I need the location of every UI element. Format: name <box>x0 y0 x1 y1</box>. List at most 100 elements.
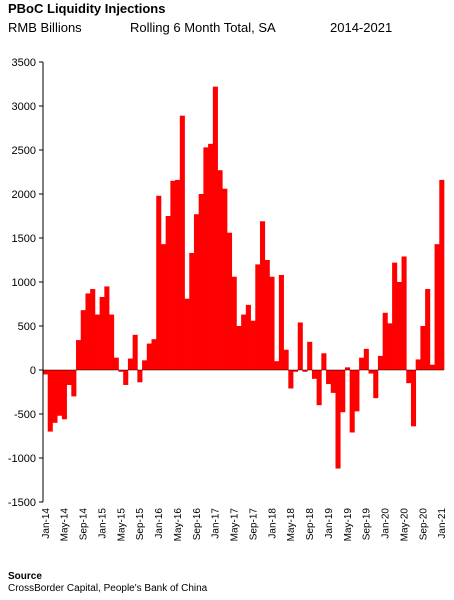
bar <box>288 370 294 389</box>
x-tick-label: May-15 <box>116 508 127 542</box>
bar <box>165 216 171 370</box>
bar <box>208 143 214 370</box>
bar <box>439 179 445 370</box>
bar <box>264 260 270 370</box>
x-tick-label: Sep-17 <box>248 508 259 541</box>
bar <box>226 232 233 370</box>
bar <box>123 370 129 385</box>
source-text: CrossBorder Capital, People's Bank of Ch… <box>8 583 208 594</box>
bar <box>236 326 242 370</box>
bar <box>132 334 138 370</box>
bar <box>359 357 365 370</box>
bar <box>415 359 421 370</box>
x-tick-label: May-19 <box>343 508 354 542</box>
bar <box>392 262 398 370</box>
bar <box>137 370 143 383</box>
bar <box>156 195 162 370</box>
bar <box>203 147 209 370</box>
bar <box>90 289 96 370</box>
x-tick-label: Jan-17 <box>211 508 222 539</box>
x-tick-label: Sep-14 <box>79 508 90 541</box>
y-tick-label: 1000 <box>12 277 36 289</box>
bar <box>80 310 86 370</box>
x-tick-label: Jan-20 <box>381 508 392 539</box>
x-tick-label: Jan-15 <box>97 508 108 539</box>
bar <box>382 312 388 370</box>
bar <box>349 370 355 433</box>
bar <box>406 370 412 384</box>
y-tick-label: 2000 <box>12 189 36 201</box>
bar <box>245 304 251 370</box>
bar <box>401 256 407 370</box>
bar <box>231 276 237 370</box>
x-tick-label: Sep-18 <box>305 508 316 541</box>
bar <box>57 370 63 416</box>
bar <box>250 320 256 370</box>
bar <box>43 370 49 375</box>
bar <box>340 370 346 413</box>
chart-title: PBoC Liquidity Injections <box>8 1 166 16</box>
bar <box>278 274 284 370</box>
bar <box>429 364 435 370</box>
y-tick-label: 2500 <box>12 145 36 157</box>
bar <box>85 293 91 370</box>
bar <box>198 194 204 370</box>
bar <box>344 367 350 370</box>
bar <box>212 86 218 370</box>
bar <box>434 244 440 370</box>
bar <box>99 296 105 370</box>
y-tick-label: -500 <box>14 409 36 421</box>
bar <box>354 370 360 412</box>
bar <box>260 221 266 370</box>
y-tick-label: 3000 <box>12 101 36 113</box>
x-tick-label: May-16 <box>173 508 184 542</box>
x-tick-label: Sep-20 <box>418 508 429 541</box>
series-description: Rolling 6 Month Total, SA <box>130 20 276 35</box>
bar <box>113 357 119 370</box>
bar <box>420 326 426 370</box>
bar <box>47 370 53 432</box>
x-tick-label: May-14 <box>60 508 71 542</box>
bar <box>302 370 308 372</box>
bar-chart: 3500 3000 2500 2000 1500 1000 500 0 -500 -1000 -15… <box>8 57 448 542</box>
bar <box>387 323 393 370</box>
y-tick-label: -1500 <box>8 497 36 509</box>
bar <box>71 370 77 397</box>
y-tick-label: 3500 <box>12 57 36 69</box>
bar <box>142 360 148 370</box>
bar <box>127 358 133 370</box>
bar <box>321 353 327 370</box>
x-tick-label: Sep-16 <box>192 508 203 541</box>
bar <box>410 370 417 427</box>
bar <box>241 314 247 370</box>
x-tick-label: May-18 <box>286 508 297 542</box>
bar <box>160 244 167 370</box>
bar <box>175 179 181 370</box>
bar <box>193 214 200 370</box>
bar <box>76 340 82 370</box>
x-tick-label: Jan-19 <box>324 508 335 539</box>
bar <box>269 276 275 370</box>
source-label: Source <box>8 571 42 582</box>
bar <box>326 370 332 385</box>
y-tick-label: -1000 <box>8 453 36 465</box>
bar <box>184 298 190 370</box>
bar <box>373 370 379 399</box>
bar <box>66 370 72 385</box>
bar <box>311 370 317 379</box>
x-tick-label: Jan-14 <box>41 508 52 539</box>
bar <box>146 343 152 370</box>
bar <box>179 115 185 371</box>
bar <box>377 355 384 370</box>
bar <box>335 370 341 469</box>
bar <box>274 361 280 370</box>
bar <box>118 370 124 372</box>
bar <box>94 314 100 370</box>
bar <box>255 264 261 370</box>
bar <box>222 188 228 370</box>
x-tick-label: Jan-18 <box>267 508 278 539</box>
bar <box>396 282 402 370</box>
bar <box>217 170 223 370</box>
x-tick-label: May-20 <box>399 508 410 542</box>
x-tick-label: Jan-21 <box>437 508 448 539</box>
